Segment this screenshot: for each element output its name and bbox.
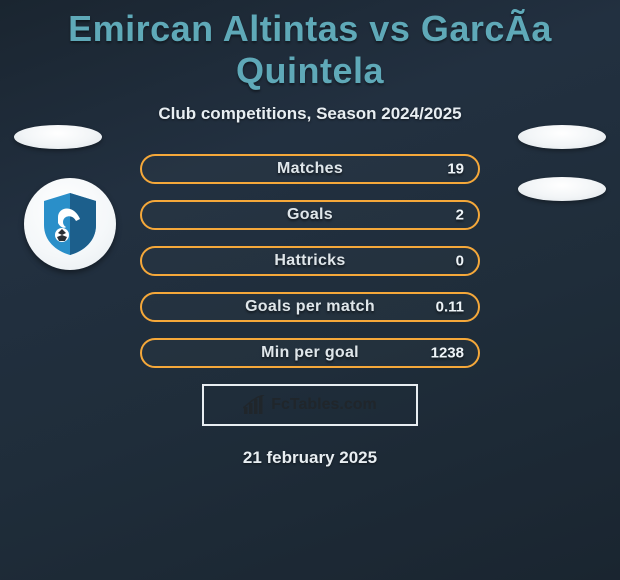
stat-label: Goals — [287, 206, 333, 224]
player-right-placeholder-1 — [518, 125, 606, 149]
brand-label: FcTables.com — [271, 396, 377, 414]
stat-row-min-per-goal: Min per goal 1238 — [140, 338, 480, 368]
club-logo — [24, 178, 116, 270]
player-right-placeholder-2 — [518, 177, 606, 201]
stat-row-hattricks: Hattricks 0 — [140, 246, 480, 276]
comparison-card: Emircan Altintas vs GarcÃ­a Quintela Clu… — [0, 0, 620, 580]
bar-chart-icon — [243, 395, 265, 415]
page-title: Emircan Altintas vs GarcÃ­a Quintela — [0, 0, 620, 92]
page-subtitle: Club competitions, Season 2024/2025 — [0, 104, 620, 124]
stat-value: 0.11 — [436, 299, 464, 316]
stat-value: 19 — [447, 161, 464, 178]
stat-value: 1238 — [431, 345, 464, 362]
stat-row-goals: Goals 2 — [140, 200, 480, 230]
stat-label: Min per goal — [261, 344, 359, 362]
stat-value: 0 — [456, 253, 464, 270]
stat-row-goals-per-match: Goals per match 0.11 — [140, 292, 480, 322]
brand-watermark: FcTables.com — [202, 384, 418, 426]
shield-icon — [40, 191, 100, 257]
player-left-placeholder — [14, 125, 102, 149]
stat-label: Goals per match — [245, 298, 375, 316]
date-label: 21 february 2025 — [0, 448, 620, 468]
stat-value: 2 — [456, 207, 464, 224]
stat-label: Matches — [277, 160, 343, 178]
stats-list: Matches 19 Goals 2 Hattricks 0 Goals per… — [140, 154, 480, 368]
stat-label: Hattricks — [274, 252, 345, 270]
stat-row-matches: Matches 19 — [140, 154, 480, 184]
